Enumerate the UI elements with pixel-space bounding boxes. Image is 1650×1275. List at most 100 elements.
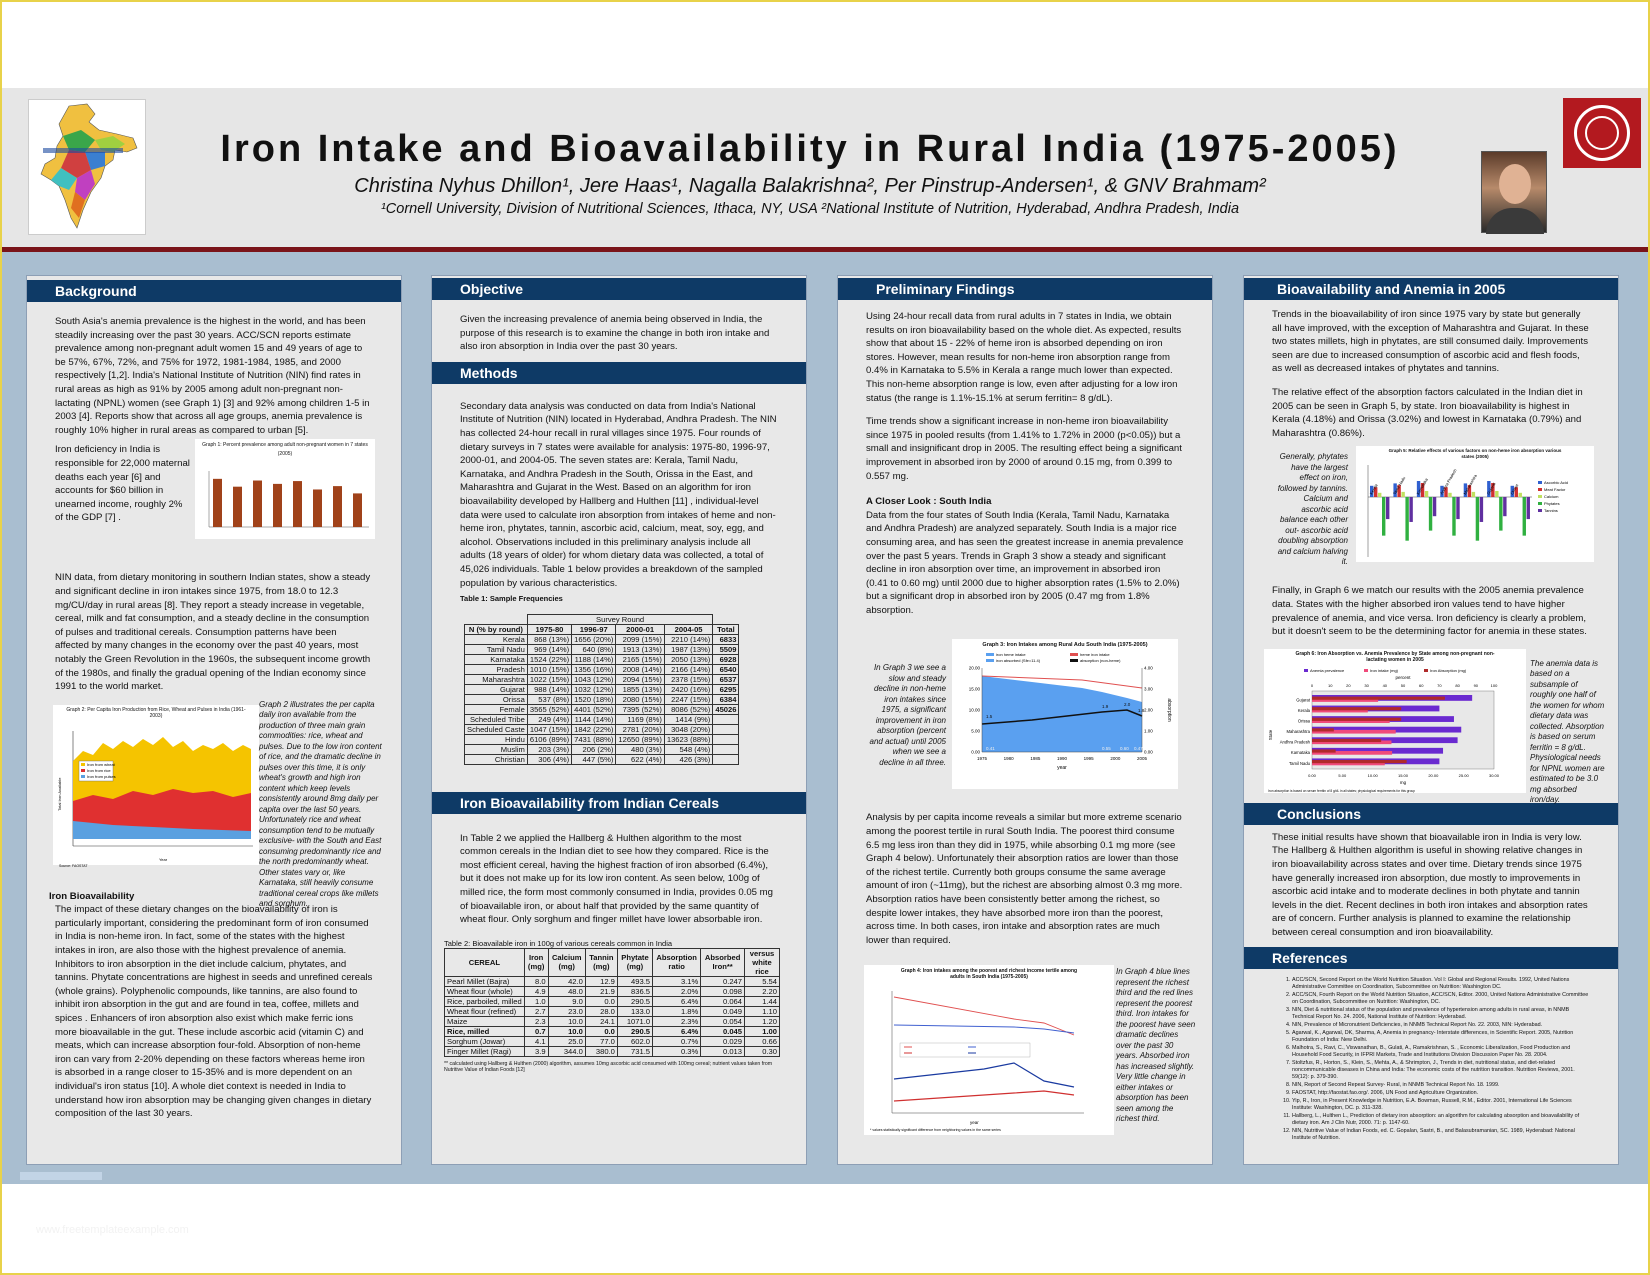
table-2-row: Pearl Millet (Bajra) 8.0 42.0 12.9 493.5 3.1%… [444, 975, 780, 987]
graph-6-top-tick: 70 [1437, 683, 1442, 688]
table-1-cell: 7395 (52%) [615, 703, 665, 715]
graph-3-absorption-line [981, 709, 1143, 726]
graph-5-bar [1518, 493, 1522, 498]
table-1-cell: 2080 (15%) [615, 693, 665, 705]
table-2-bioavailable-iron: CEREAL Iron (mg) Calcium (mg) Tannin (mg) Ph… [444, 947, 780, 1057]
table-1-cell [712, 733, 740, 745]
reference-item: NIN, Diet & nutritional status of the po… [1292, 1007, 1590, 1021]
graph-3-y-right-tick: 4.00 [1144, 666, 1153, 671]
table-2-row-label: Rice, parboiled, milled [444, 995, 525, 1007]
graph-2-caption: Graph 2 illustrates the per capita daily… [259, 699, 382, 909]
table-2-cell: 28.0 [584, 1005, 618, 1017]
graph-2-title: Graph 2: Per Capita Iron Production from… [66, 706, 246, 719]
table-1-cell: 2378 (15%) [663, 673, 714, 685]
reference-item: NIN, Report of Second Repeat Survey- Rur… [1292, 1082, 1590, 1089]
graph-5-bar [1424, 491, 1429, 498]
table-1-row-label: Muslim [464, 743, 528, 755]
graph-5-bar [1475, 497, 1480, 542]
table-2-cell: 5.54 [744, 975, 780, 987]
graph-1-bar [333, 486, 342, 528]
iron-bioavailability-subheading: Iron Bioavailability [49, 890, 135, 902]
table-1-cell: 969 (14%) [526, 643, 573, 655]
graph-3-chart: Graph 3: Iron Intakes among Rural Adu So… [952, 639, 1178, 790]
graph-6-state-label: Karnataka [1291, 750, 1311, 755]
graph-6-state-label: Tamil Nadu [1289, 760, 1311, 765]
table-1-cell: 6537 [712, 673, 740, 685]
reference-item: Malhotra, S., Ravi, C., Viswanathan, B.,… [1292, 1045, 1590, 1059]
graph-2-x-label: Year [159, 857, 168, 862]
graph-6-intake-bar [1312, 761, 1385, 766]
graph-3-y-right-tick: 2.00 [1144, 708, 1153, 713]
cereals-heading: Iron Bioavailability from Indian Cereals [432, 791, 806, 814]
graph-5-bar [1503, 497, 1507, 517]
table-1-cell: 2050 (13%) [663, 653, 714, 665]
table-2-cell: 23.0 [547, 1005, 586, 1017]
graph-5-bar [1452, 497, 1456, 536]
column-findings: Preliminary Findings Using 24-hour recal… [837, 275, 1213, 1165]
background-paragraph-1: South Asia's anemia prevalence is the hi… [55, 316, 370, 436]
graph-5-state-label: Gujarat [1486, 481, 1497, 496]
table-1-cell: 6295 [712, 683, 740, 695]
graph-6-top-axis-label: percent [1395, 675, 1411, 680]
graph-6-bottom-tick: 5.00 [1338, 773, 1347, 778]
table-2-cell: 0.049 [700, 1005, 745, 1017]
table-1-cell [712, 753, 740, 765]
graph-6-top-tick: 80 [1455, 683, 1460, 688]
table-1-cell: 1855 (13%) [615, 683, 665, 695]
graph-5-bar [1463, 483, 1468, 498]
author-list: Christina Nyhus Dhillon¹, Jere Haas¹, Na… [354, 175, 1266, 197]
graph-6-intake-bar [1312, 740, 1392, 744]
table-1-cell: 2165 (15%) [615, 653, 665, 665]
graph-6-top-tick: 0 [1311, 683, 1314, 688]
graph-5-bar [1495, 491, 1499, 498]
table-2-cell: 344.0 [547, 1045, 586, 1057]
background-heading: Background [27, 280, 401, 302]
table-2-header: CEREAL [444, 947, 525, 977]
graph-3-legend-label: absorption (non-heme) [1080, 658, 1121, 663]
table-2-cell: 42.0 [547, 975, 586, 987]
graph-3-data-label: 1.5 [986, 714, 993, 719]
graph-2-legend-rice: Iron from rice [87, 768, 111, 773]
graph-6-intake-bar [1312, 719, 1390, 723]
table-1-cell: 1047 (15%) [526, 723, 573, 735]
graph-1-bar [213, 479, 222, 528]
table-2-cell: 0.30 [744, 1045, 780, 1057]
table-2-cell: 6.4% [652, 1025, 702, 1037]
graph-6-intake-bar [1312, 697, 1379, 702]
table-1-cell: 988 (14%) [526, 683, 573, 695]
graph-6-absorbed-bar [1312, 749, 1336, 753]
table-1-cell: 640 (8%) [571, 643, 617, 655]
table-1-cell: 480 (3%) [615, 743, 665, 755]
graph-3-y-tick: 5.00 [971, 729, 980, 734]
table-1-header: N (% by round) [464, 623, 528, 635]
table-1-row: Scheduled Caste 1047 (15%) 1842 (22%) 2781 … [464, 723, 740, 735]
graph-5-title: Graph 5: Relative effects of various fac… [1388, 448, 1562, 459]
author-photo [1481, 151, 1547, 234]
table-2-row: Wheat flour (whole) 4.9 48.0 21.9 836.5 2.0% 0… [444, 985, 780, 997]
table-1-row-label: Hindu [464, 733, 528, 745]
cornell-seal-logo [1563, 98, 1641, 168]
table-1-row-label: Christian [464, 753, 528, 765]
table-2-row: Sorghum (Jowar) 4.1 25.0 77.0 602.0 0.7% 0.029… [444, 1035, 780, 1047]
table-2-cell: 10.0 [547, 1025, 586, 1037]
table-1-row-label: Pradesh [464, 663, 528, 675]
graph-6-absorbed-bar [1312, 717, 1402, 721]
graph-3-y-right-tick: 3.00 [1144, 687, 1153, 692]
cereals-paragraph: In Table 2 we applied the Hallberg & Hul… [460, 832, 773, 926]
table-1-cell: 2781 (20%) [615, 723, 665, 735]
table-1-cell: 1520 (18%) [571, 693, 617, 705]
table-1-cell: 13623 (88%) [663, 733, 714, 745]
graph-1-bar [293, 481, 302, 528]
table-2-cell: 0.045 [700, 1025, 745, 1037]
reference-item: NIN, Nutritive Value of Indian Foods, ed… [1292, 1128, 1590, 1142]
table-2-header: versus white rice [744, 947, 780, 977]
graph-3-data-label: 0.47 [1134, 746, 1143, 751]
graph-6-intake-bar [1312, 750, 1393, 755]
table-1-header: 2004-05 [663, 623, 714, 635]
graph-3-x-tick: 2005 [1137, 756, 1148, 761]
graph-6-top-tick: 20 [1346, 683, 1351, 688]
column-objective-methods: Objective Given the increasing prevalenc… [431, 275, 807, 1165]
graph-3-legend-label: iron heme intake [996, 652, 1026, 657]
table-1-cell: 1043 (12%) [571, 673, 617, 685]
